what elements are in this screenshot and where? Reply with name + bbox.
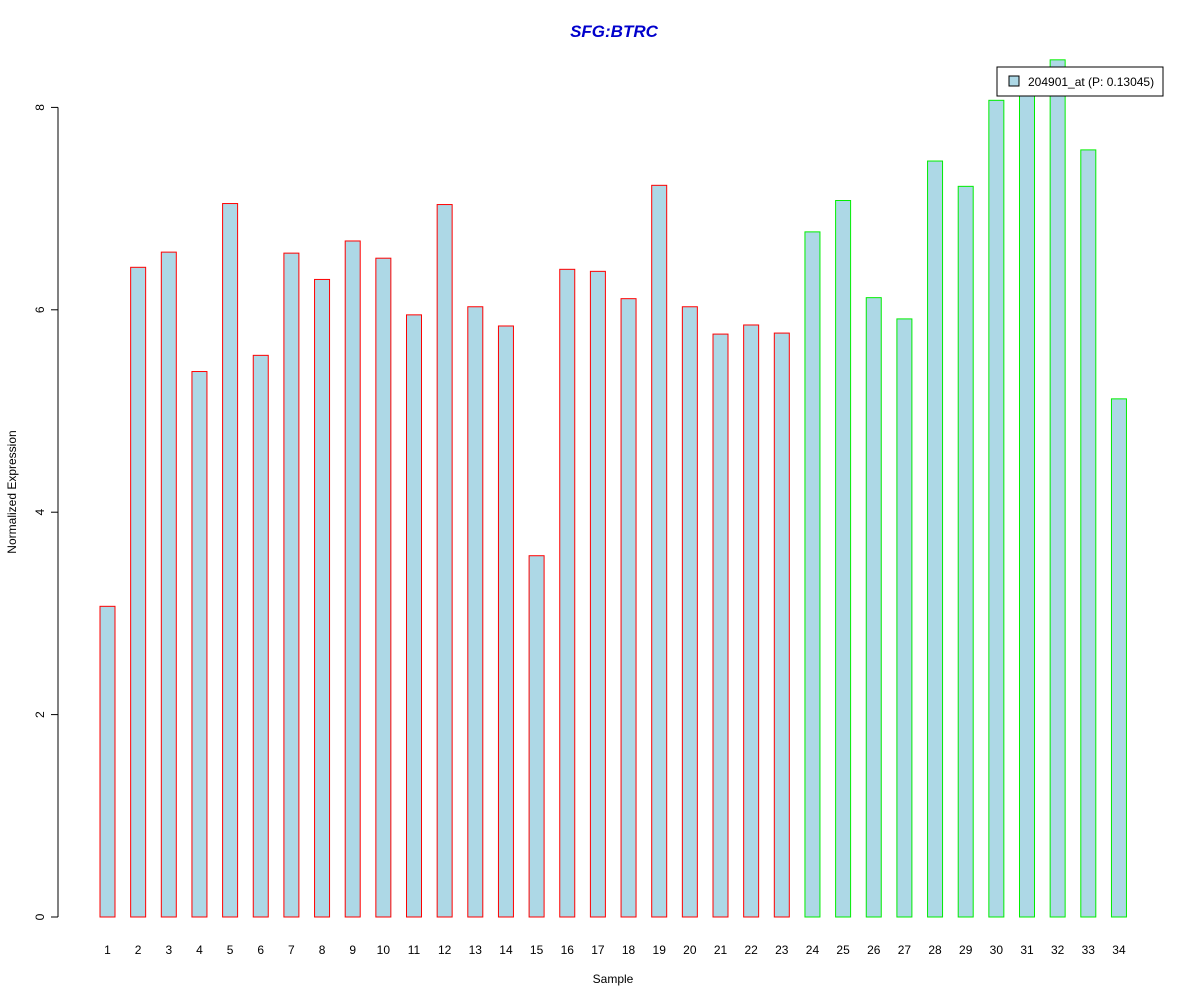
bar xyxy=(406,314,422,918)
bar xyxy=(1019,91,1035,918)
legend-swatch xyxy=(1008,75,1020,87)
bar xyxy=(1080,149,1097,918)
bar xyxy=(559,268,576,918)
x-tick-label: 2 xyxy=(135,943,142,957)
x-tick-label: 17 xyxy=(591,943,605,957)
x-tick-label: 25 xyxy=(836,943,850,957)
bar xyxy=(620,298,637,918)
x-tick-label: 34 xyxy=(1112,943,1126,957)
bar xyxy=(467,306,484,918)
x-tick-label: 12 xyxy=(438,943,452,957)
legend-box xyxy=(996,66,1164,97)
x-tick-label: 6 xyxy=(257,943,264,957)
bar xyxy=(865,297,882,918)
x-tick-label: 20 xyxy=(683,943,697,957)
bar xyxy=(1110,398,1127,918)
x-tick-label: 27 xyxy=(898,943,912,957)
bar xyxy=(222,203,239,918)
x-tick-label: 22 xyxy=(744,943,758,957)
bar xyxy=(988,99,1005,918)
bar xyxy=(497,325,514,918)
bar xyxy=(99,605,116,918)
bar xyxy=(957,185,974,918)
x-tick-label: 9 xyxy=(349,943,356,957)
x-tick-label: 10 xyxy=(377,943,391,957)
bar xyxy=(927,160,944,918)
x-tick-label: 24 xyxy=(806,943,820,957)
x-tick-label: 28 xyxy=(928,943,942,957)
bar xyxy=(743,324,760,918)
x-tick-label: 30 xyxy=(990,943,1004,957)
bars-group xyxy=(99,59,1127,918)
y-tick-label: 6 xyxy=(33,306,47,313)
x-tick-label: 8 xyxy=(319,943,326,957)
y-axis-label: Normalized Expression xyxy=(5,430,19,553)
x-tick-label: 26 xyxy=(867,943,881,957)
bar xyxy=(436,204,453,918)
x-tick-label: 14 xyxy=(499,943,513,957)
y-tick-label: 4 xyxy=(33,509,47,516)
bar xyxy=(1049,59,1066,918)
x-tick-label: 21 xyxy=(714,943,728,957)
x-tick-label: 5 xyxy=(227,943,234,957)
bar xyxy=(773,332,790,918)
bar xyxy=(160,251,177,918)
x-tick-label: 19 xyxy=(653,943,667,957)
bar xyxy=(896,318,913,918)
y-axis: 0 2 4 6 8 xyxy=(33,104,59,920)
x-tick-label: 3 xyxy=(165,943,172,957)
x-tick-label: 13 xyxy=(469,943,483,957)
bar xyxy=(375,257,392,918)
bar xyxy=(344,240,361,918)
x-tick-label: 18 xyxy=(622,943,636,957)
y-tick-label: 0 xyxy=(33,913,47,920)
x-tick-label: 29 xyxy=(959,943,973,957)
y-tick-label: 2 xyxy=(33,711,47,718)
x-tick-label: 15 xyxy=(530,943,544,957)
bar xyxy=(681,306,698,918)
x-tick-labels: 1 2 3 4 5 6 7 8 9 10 11 12 13 14 15 16 17 18 19 20 21 22 23 24 2… xyxy=(104,943,1126,957)
bar xyxy=(130,266,147,918)
x-tick-label: 16 xyxy=(561,943,575,957)
x-tick-label: 33 xyxy=(1082,943,1096,957)
legend: 204901_at (P: 0.13045) xyxy=(996,66,1164,97)
x-tick-label: 4 xyxy=(196,943,203,957)
x-tick-label: 11 xyxy=(408,943,421,957)
x-tick-label: 32 xyxy=(1051,943,1065,957)
bar xyxy=(804,231,821,918)
bar xyxy=(314,278,331,918)
chart-title: SFG:BTRC xyxy=(570,22,659,41)
bar xyxy=(835,200,852,918)
bar xyxy=(589,270,606,918)
x-tick-label: 31 xyxy=(1020,943,1034,957)
x-tick-label: 7 xyxy=(288,943,295,957)
y-tick-label: 8 xyxy=(33,104,47,111)
x-tick-label: 23 xyxy=(775,943,789,957)
legend-label: 204901_at (P: 0.13045) xyxy=(1028,75,1154,89)
bar xyxy=(191,371,208,918)
bar xyxy=(283,252,300,918)
x-tick-label: 1 xyxy=(104,943,111,957)
bar xyxy=(528,555,545,918)
bar xyxy=(712,333,729,918)
x-axis-label: Sample xyxy=(593,972,634,986)
bar xyxy=(252,354,269,918)
bar xyxy=(651,184,668,918)
